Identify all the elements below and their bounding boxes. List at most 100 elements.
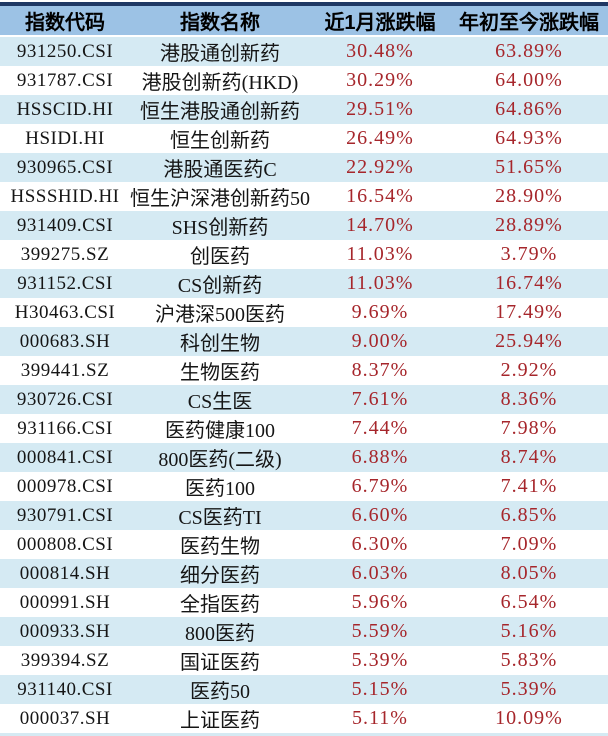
- cell-ytd: 63.89%: [495, 40, 563, 62]
- cell-name: 全指医药: [180, 594, 260, 616]
- cell-code: 399275.SZ: [20, 243, 110, 265]
- cell-name: 生物医药: [180, 362, 260, 384]
- cell-ytd: 6.54%: [500, 591, 558, 613]
- cell-code: 000841.CSI: [16, 446, 114, 468]
- cell-code: 000683.SH: [19, 330, 111, 352]
- cell-code: 930791.CSI: [16, 504, 114, 526]
- cell-name: CS创新药: [177, 275, 263, 297]
- cell-name: 医药50: [190, 681, 250, 703]
- cell-m1: 6.60%: [351, 504, 409, 526]
- cell-name: SHS创新药: [171, 217, 269, 239]
- table-row: 399275.SZ 创医药 11.03% 3.79%: [0, 240, 608, 269]
- cell-m1: 9.69%: [351, 301, 409, 323]
- table-row: 931409.CSI SHS创新药 14.70% 28.89%: [0, 211, 608, 240]
- cell-ytd: 8.36%: [500, 388, 558, 410]
- cell-m1: 6.79%: [351, 475, 409, 497]
- cell-name: 细分医药: [180, 565, 260, 587]
- cell-name: 科创生物: [180, 333, 260, 355]
- column-header-index-name: 指数名称: [130, 4, 310, 37]
- cell-m1: 7.44%: [351, 417, 409, 439]
- cell-name: 800医药(二级): [158, 449, 282, 471]
- cell-code: 931166.CSI: [17, 417, 113, 439]
- cell-ytd: 2.92%: [500, 359, 558, 381]
- cell-code: 931152.CSI: [17, 272, 113, 294]
- cell-ytd: 10.09%: [495, 707, 563, 729]
- cell-code: 000978.CSI: [16, 475, 114, 497]
- cell-m1: 7.61%: [351, 388, 409, 410]
- cell-name: 港股创新药(HKD): [141, 72, 299, 94]
- cell-name: 800医药: [185, 623, 255, 645]
- cell-m1: 11.03%: [346, 243, 414, 265]
- cell-m1: 11.03%: [346, 272, 414, 294]
- table-row: 000808.CSI 医药生物 6.30% 7.09%: [0, 530, 608, 559]
- table-body: 931250.CSI 港股通创新药 30.48% 63.89% 931787.CSI 港股…: [0, 36, 608, 736]
- table-row: 399441.SZ 生物医药 8.37% 2.92%: [0, 356, 608, 385]
- cell-ytd: 5.16%: [500, 620, 558, 642]
- cell-name: 沪港深500医药: [155, 304, 285, 326]
- cell-code: 000991.SH: [19, 591, 111, 613]
- cell-m1: 14.70%: [346, 214, 414, 236]
- table-row: 930791.CSI CS医药TI 6.60% 6.85%: [0, 501, 608, 530]
- cell-code: 000933.SH: [19, 620, 111, 642]
- cell-name: 医药生物: [180, 536, 260, 558]
- table-row: 931166.CSI 医药健康100 7.44% 7.98%: [0, 414, 608, 443]
- cell-code: 930726.CSI: [16, 388, 114, 410]
- table-row: 000814.SH 细分医药 6.03% 8.05%: [0, 559, 608, 588]
- cell-ytd: 25.94%: [495, 330, 563, 352]
- cell-ytd: 64.93%: [495, 127, 563, 149]
- table-row: 000683.SH 科创生物 9.00% 25.94%: [0, 327, 608, 356]
- table-row: HSIDI.HI 恒生创新药 26.49% 64.93%: [0, 124, 608, 153]
- header-row: 指数代码 指数名称 近1月涨跌幅 年初至今涨跌幅: [0, 4, 608, 37]
- cell-ytd: 64.86%: [495, 98, 563, 120]
- cell-ytd: 51.65%: [495, 156, 563, 178]
- column-header-ytd-change: 年初至今涨跌幅: [450, 4, 608, 37]
- table-row: HSSSHID.HI 恒生沪深港创新药50 16.54% 28.90%: [0, 182, 608, 211]
- cell-name: 恒生港股通创新药: [140, 101, 300, 123]
- cell-m1: 8.37%: [351, 359, 409, 381]
- cell-m1: 5.15%: [351, 678, 409, 700]
- table-row: 930965.CSI 港股通医药C 22.92% 51.65%: [0, 153, 608, 182]
- table-row: 399394.SZ 国证医药 5.39% 5.83%: [0, 646, 608, 675]
- cell-name: 上证医药: [180, 710, 260, 732]
- cell-name: 港股通医药C: [163, 159, 277, 181]
- cell-ytd: 17.49%: [495, 301, 563, 323]
- cell-code: 931250.CSI: [16, 40, 114, 62]
- table-row: 931140.CSI 医药50 5.15% 5.39%: [0, 675, 608, 704]
- cell-code: 931787.CSI: [16, 69, 114, 91]
- cell-code: HSSCID.HI: [16, 98, 114, 120]
- cell-m1: 26.49%: [346, 127, 414, 149]
- cell-ytd: 8.05%: [500, 562, 558, 584]
- cell-code: 930965.CSI: [16, 156, 114, 178]
- cell-m1: 5.59%: [351, 620, 409, 642]
- table-row: 000991.SH 全指医药 5.96% 6.54%: [0, 588, 608, 617]
- cell-code: 931140.CSI: [17, 678, 113, 700]
- cell-m1: 6.88%: [351, 446, 409, 468]
- cell-ytd: 5.39%: [500, 678, 558, 700]
- table-row: 000978.CSI 医药100 6.79% 7.41%: [0, 472, 608, 501]
- table-row: 931787.CSI 港股创新药(HKD) 30.29% 64.00%: [0, 66, 608, 95]
- cell-m1: 5.39%: [351, 649, 409, 671]
- cell-code: 399441.SZ: [20, 359, 110, 381]
- cell-name: CS医药TI: [178, 507, 262, 529]
- cell-ytd: 3.79%: [500, 243, 558, 265]
- cell-code: 931409.CSI: [16, 214, 114, 236]
- cell-ytd: 8.74%: [500, 446, 558, 468]
- cell-m1: 6.30%: [351, 533, 409, 555]
- cell-m1: 5.11%: [352, 707, 408, 729]
- cell-code: H30463.CSI: [14, 301, 116, 323]
- cell-code: HSIDI.HI: [25, 127, 105, 149]
- cell-name: 恒生创新药: [170, 130, 270, 152]
- table-row: 000913.SH300医药4.88%4.31%: [0, 733, 608, 736]
- cell-code: 000037.SH: [19, 707, 111, 729]
- cell-ytd: 7.41%: [500, 475, 558, 497]
- cell-name: 港股通创新药: [160, 43, 280, 65]
- cell-m1: 29.51%: [346, 98, 414, 120]
- cell-m1: 30.48%: [346, 40, 414, 62]
- table-row: 000933.SH 800医药 5.59% 5.16%: [0, 617, 608, 646]
- table-row: 930726.CSI CS生医 7.61% 8.36%: [0, 385, 608, 414]
- cell-ytd: 7.98%: [500, 417, 558, 439]
- cell-ytd: 5.83%: [500, 649, 558, 671]
- cell-name: 医药100: [185, 478, 255, 500]
